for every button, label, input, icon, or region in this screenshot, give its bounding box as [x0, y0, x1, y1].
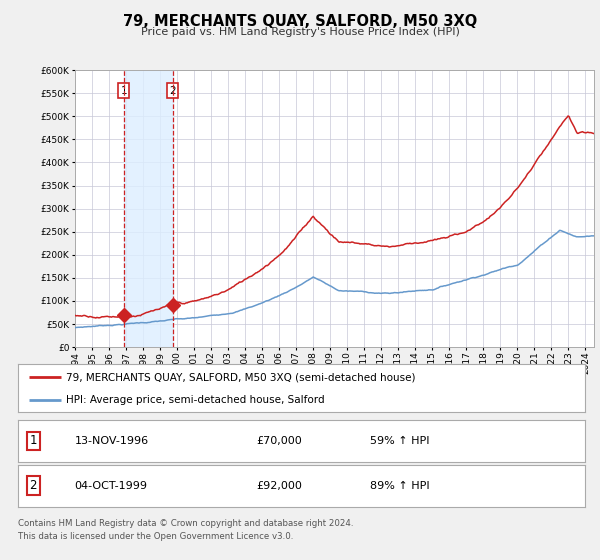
Text: HPI: Average price, semi-detached house, Salford: HPI: Average price, semi-detached house,…	[66, 395, 325, 405]
Text: 2: 2	[29, 479, 37, 492]
Text: 04-OCT-1999: 04-OCT-1999	[75, 481, 148, 491]
Text: £70,000: £70,000	[256, 436, 302, 446]
Text: This data is licensed under the Open Government Licence v3.0.: This data is licensed under the Open Gov…	[18, 532, 293, 541]
Text: 1: 1	[29, 435, 37, 447]
Text: Price paid vs. HM Land Registry's House Price Index (HPI): Price paid vs. HM Land Registry's House …	[140, 27, 460, 37]
Text: £92,000: £92,000	[256, 481, 302, 491]
Text: Contains HM Land Registry data © Crown copyright and database right 2024.: Contains HM Land Registry data © Crown c…	[18, 520, 353, 529]
Text: 89% ↑ HPI: 89% ↑ HPI	[370, 481, 429, 491]
Bar	[124, 70, 173, 347]
Text: 79, MERCHANTS QUAY, SALFORD, M50 3XQ: 79, MERCHANTS QUAY, SALFORD, M50 3XQ	[123, 14, 477, 29]
Text: 79, MERCHANTS QUAY, SALFORD, M50 3XQ (semi-detached house): 79, MERCHANTS QUAY, SALFORD, M50 3XQ (se…	[66, 372, 416, 382]
Text: 13-NOV-1996: 13-NOV-1996	[75, 436, 149, 446]
Text: 1: 1	[121, 86, 127, 96]
Text: 2: 2	[170, 86, 176, 96]
Text: 59% ↑ HPI: 59% ↑ HPI	[370, 436, 429, 446]
